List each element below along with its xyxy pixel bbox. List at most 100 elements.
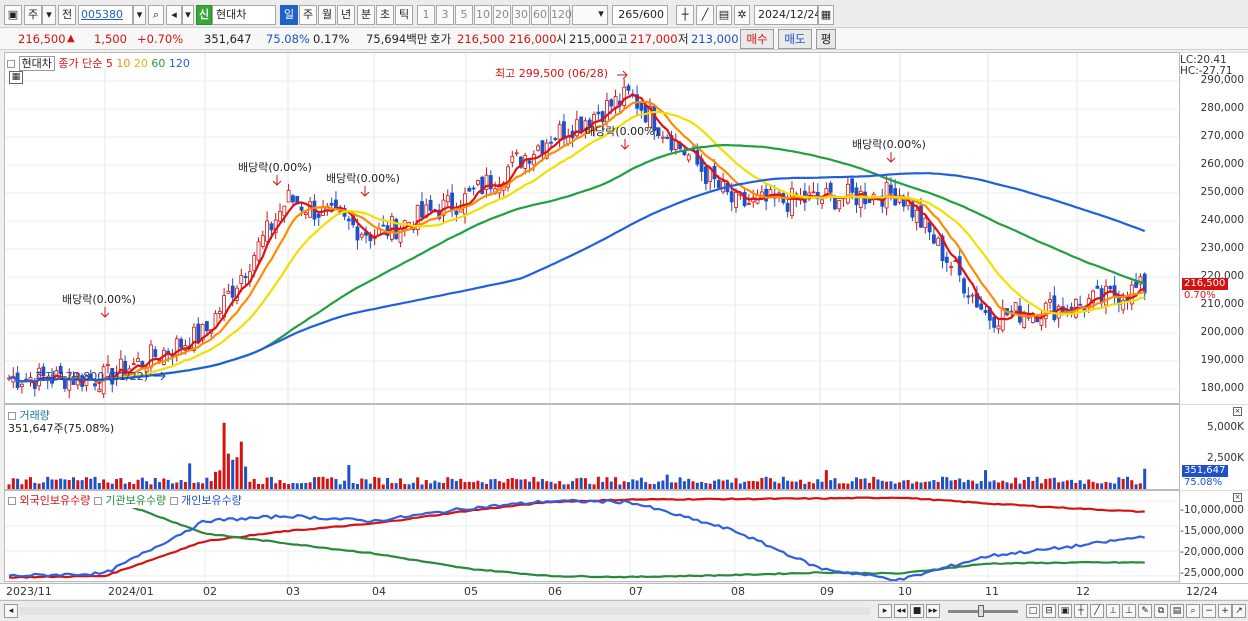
holding-toggle-icon-2[interactable] bbox=[93, 497, 102, 505]
save-icon[interactable]: ▤ bbox=[716, 5, 732, 25]
legend-foreign[interactable]: 외국인보유수량 bbox=[19, 494, 91, 507]
volume-bar bbox=[1113, 483, 1117, 489]
stock-name-field[interactable]: 현대차 bbox=[212, 5, 276, 25]
market-mode-2[interactable]: 전 bbox=[58, 5, 76, 25]
pan-icon[interactable]: ↗ bbox=[1232, 604, 1246, 618]
sell-button[interactable]: 매도 bbox=[778, 29, 812, 49]
crosshair-icon[interactable]: ┼ bbox=[1074, 604, 1088, 618]
volume-bar bbox=[536, 481, 540, 489]
period-month[interactable]: 월 bbox=[318, 5, 336, 25]
stock-code-input[interactable]: 005380 bbox=[78, 5, 133, 25]
interval-60[interactable]: 60 bbox=[531, 5, 549, 25]
legend-individual[interactable]: 개인보유수량 bbox=[181, 494, 242, 507]
grid-table-icon[interactable]: ▦ bbox=[9, 71, 23, 84]
print-icon[interactable]: ▤ bbox=[1170, 604, 1184, 618]
volume-bar bbox=[738, 483, 742, 489]
chevron-down-icon[interactable]: ▾ bbox=[42, 5, 56, 25]
interval-20[interactable]: 20 bbox=[493, 5, 511, 25]
volume-pane[interactable]: 거래량 351,647주(75.08%) bbox=[4, 404, 1180, 490]
price-chart-pane[interactable]: 최고 299,500 (06/28) 최저 179,800 (01/22) 배당락(… bbox=[4, 52, 1180, 404]
stop-icon[interactable]: ■ bbox=[910, 604, 924, 618]
legend-ma120[interactable]: 120 bbox=[168, 57, 190, 70]
ruler-icon[interactable]: ⊥ bbox=[1122, 604, 1136, 618]
holding-toggle-icon[interactable] bbox=[8, 497, 16, 505]
legend-institution[interactable]: 기관보유수량 bbox=[105, 494, 167, 507]
copy-icon[interactable]: ⧉ bbox=[1154, 604, 1168, 618]
legend-price-label[interactable]: 종가 단순 bbox=[58, 57, 103, 70]
volume-title[interactable]: 거래량 bbox=[19, 409, 50, 422]
period-minute[interactable]: 분 bbox=[357, 5, 375, 25]
volume-bar bbox=[648, 484, 652, 489]
speaker-dropdown-icon[interactable]: ▾ bbox=[182, 5, 194, 25]
speaker-icon[interactable]: ◂ bbox=[166, 5, 182, 25]
dividend-arrow bbox=[272, 175, 282, 186]
code-dropdown-icon[interactable]: ▾ bbox=[133, 5, 146, 25]
date-field[interactable]: 2024/12/24 bbox=[754, 5, 821, 25]
candle-body bbox=[557, 124, 562, 140]
count-field[interactable]: 265/600 bbox=[612, 5, 668, 25]
holding-pane[interactable]: 외국인보유수량 기관보유수량 개인보유수량 bbox=[4, 490, 1180, 582]
interval-30[interactable]: 30 bbox=[512, 5, 530, 25]
drawing-tool-icon[interactable]: ╱ bbox=[696, 5, 714, 25]
scroll-right-icon[interactable]: ▸ bbox=[878, 604, 892, 618]
volume-bar bbox=[381, 484, 385, 489]
layout-icon[interactable]: □ bbox=[1026, 604, 1040, 618]
period-second[interactable]: 초 bbox=[376, 5, 394, 25]
holding-toggle-icon-3[interactable] bbox=[169, 497, 178, 505]
window-tile-icon[interactable]: ▣ bbox=[1058, 604, 1072, 618]
interval-3[interactable]: 3 bbox=[436, 5, 454, 25]
close-icon[interactable]: × bbox=[1233, 407, 1242, 416]
custom-interval-input[interactable] bbox=[572, 5, 608, 25]
interval-dropdown-icon[interactable]: ▾ bbox=[598, 7, 604, 20]
volume-bar bbox=[321, 476, 325, 489]
legend-ma10[interactable]: 10 bbox=[116, 57, 131, 70]
holding-tick-15m: -15,000,000 bbox=[1180, 525, 1244, 537]
legend-stock-name[interactable]: 현대차 bbox=[18, 56, 55, 71]
fast-forward-icon[interactable]: ▸▸ bbox=[926, 604, 940, 618]
candle-body bbox=[562, 121, 566, 140]
volume-chart[interactable] bbox=[5, 405, 1179, 489]
zoom-icon[interactable]: ⌕ bbox=[1186, 604, 1200, 618]
eval-button[interactable]: 평 bbox=[816, 29, 836, 49]
market-mode[interactable]: 주 bbox=[24, 5, 42, 25]
count-value[interactable]: 265 bbox=[618, 8, 640, 21]
volume-tick-2500k: 2,500K bbox=[1207, 452, 1244, 464]
period-week[interactable]: 주 bbox=[299, 5, 317, 25]
interval-1[interactable]: 1 bbox=[417, 5, 435, 25]
period-year[interactable]: 년 bbox=[337, 5, 355, 25]
zoom-slider-handle[interactable] bbox=[978, 605, 984, 617]
interval-120[interactable]: 120 bbox=[550, 5, 572, 25]
legend-ma60[interactable]: 60 bbox=[151, 57, 166, 70]
holding-chart[interactable] bbox=[5, 491, 1179, 582]
search-icon[interactable]: ⌕ bbox=[148, 5, 164, 25]
price-chart[interactable]: 최고 299,500 (06/28) 최저 179,800 (01/22) 배당락(… bbox=[5, 53, 1179, 403]
volume-bar bbox=[37, 483, 41, 489]
period-tick[interactable]: 틱 bbox=[395, 5, 413, 25]
interval-5[interactable]: 5 bbox=[455, 5, 473, 25]
interval-10[interactable]: 10 bbox=[474, 5, 492, 25]
window-icon[interactable]: ▣ bbox=[4, 5, 22, 25]
legend-toggle-icon[interactable] bbox=[7, 60, 15, 68]
measure-icon[interactable]: ⟂ bbox=[1106, 604, 1120, 618]
volume-bar bbox=[626, 482, 630, 489]
zoom-in-icon[interactable]: + bbox=[1218, 604, 1232, 618]
period-day[interactable]: 일 bbox=[280, 5, 298, 25]
volume-toggle-icon[interactable] bbox=[8, 412, 16, 420]
scroll-left-icon[interactable]: ◂ bbox=[4, 604, 18, 618]
buy-button[interactable]: 매수 bbox=[740, 29, 774, 49]
split-icon[interactable]: ⊟ bbox=[1042, 604, 1056, 618]
trend-icon[interactable]: ╱ bbox=[1090, 604, 1104, 618]
close-icon-2[interactable]: × bbox=[1233, 493, 1242, 502]
legend-ma5[interactable]: 5 bbox=[105, 57, 113, 70]
legend-ma20[interactable]: 20 bbox=[133, 57, 148, 70]
gear-icon[interactable]: ✲ bbox=[734, 5, 750, 25]
rewind-icon[interactable]: ◂◂ bbox=[894, 604, 908, 618]
candle-type-icon[interactable]: ┼ bbox=[676, 5, 694, 25]
tool-icon[interactable]: ✎ bbox=[1138, 604, 1152, 618]
zoom-out-icon[interactable]: − bbox=[1202, 604, 1216, 618]
volume-bar bbox=[1070, 479, 1074, 489]
scroll-track[interactable] bbox=[20, 607, 870, 615]
calendar-icon[interactable]: ▦ bbox=[818, 5, 834, 25]
scroll-bar[interactable]: ◂ ▸ ◂◂ ■ ▸▸ □ ⊟ ▣ ┼ ╱ ⟂ ⊥ ✎ ⧉ ▤ ⌕ − + ↗ bbox=[0, 600, 1248, 621]
candle-body bbox=[58, 365, 63, 375]
